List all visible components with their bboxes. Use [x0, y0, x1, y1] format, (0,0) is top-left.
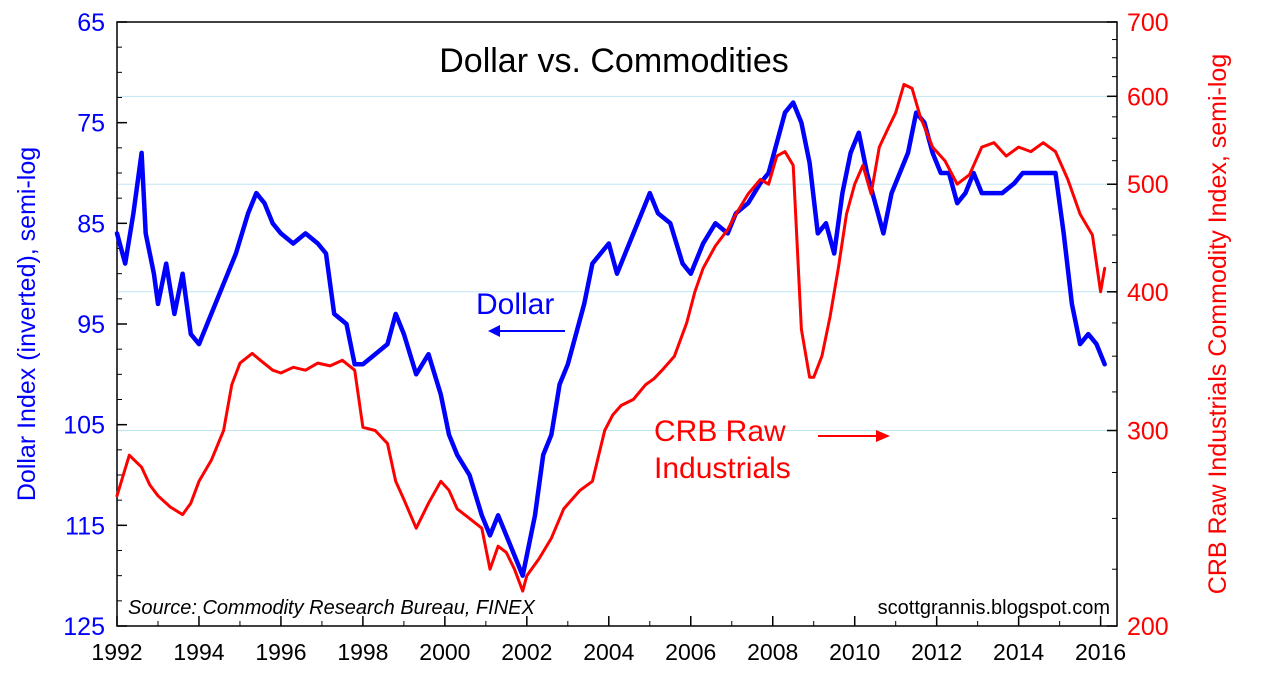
x-tick-label-2002: 2002 [501, 639, 552, 665]
right-tick-label-500: 500 [1127, 171, 1169, 199]
plot-frame [116, 21, 1118, 627]
left-tick-label-65: 65 [77, 9, 105, 37]
right-tick-label-600: 600 [1127, 83, 1169, 111]
left-tick-label-85: 85 [77, 210, 105, 238]
right-axis-label: CRB Raw Industrials Commodity Index, sem… [1204, 54, 1232, 594]
left-axis-ticks: 65 75 85 95 105 115 125 [63, 9, 127, 641]
series-lines [114, 82, 1107, 593]
x-tick-label-2012: 2012 [911, 639, 962, 665]
right-tick-label-700: 700 [1127, 9, 1169, 37]
x-tick-label-1992: 1992 [91, 639, 142, 665]
x-tick-label-1996: 1996 [255, 639, 306, 665]
chart-title: Dollar vs. Commodities [439, 42, 789, 80]
source-note: Source: Commodity Research Bureau, FINEX [128, 597, 535, 619]
x-tick-label-2006: 2006 [665, 639, 716, 665]
right-axis-ticks: 200 300 400 500 600 700 [1107, 9, 1169, 641]
series-line-crb-raw-industrials [115, 82, 1107, 593]
credit-note: scottgrannis.blogspot.com [878, 597, 1110, 619]
right-tick-label-200: 200 [1127, 613, 1169, 641]
x-tick-label-2004: 2004 [583, 639, 634, 665]
crb-annotation-line1: CRB Raw [654, 415, 786, 448]
left-tick-label-115: 115 [65, 512, 105, 540]
x-tick-label-2016: 2016 [1075, 639, 1126, 665]
x-tick-label-2010: 2010 [829, 639, 880, 665]
x-tick-label-2000: 2000 [419, 639, 470, 665]
x-tick-label-2014: 2014 [993, 639, 1044, 665]
left-tick-label-95: 95 [77, 311, 105, 339]
dollar-annotation: Dollar [476, 288, 554, 321]
left-tick-label-75: 75 [77, 110, 105, 138]
crb-annotation-line2: Industrials [654, 452, 791, 485]
dollar-arrow [488, 325, 565, 337]
left-tick-label-105: 105 [63, 412, 105, 440]
left-tick-label-125: 125 [63, 613, 105, 641]
x-axis-ticks: 1992 1994 1996 1998 2000 2002 2004 2006 2008 2010… [91, 616, 1126, 665]
x-tick-label-1998: 1998 [337, 639, 388, 665]
left-axis-label: Dollar Index (inverted), semi-log [13, 147, 41, 501]
gridlines [117, 95, 1117, 432]
series-line-dollar [114, 100, 1107, 578]
x-tick-label-1994: 1994 [173, 639, 224, 665]
right-tick-label-400: 400 [1127, 279, 1169, 307]
crb-arrow [818, 430, 890, 442]
x-tick-label-2008: 2008 [747, 639, 798, 665]
right-tick-label-300: 300 [1127, 418, 1169, 446]
